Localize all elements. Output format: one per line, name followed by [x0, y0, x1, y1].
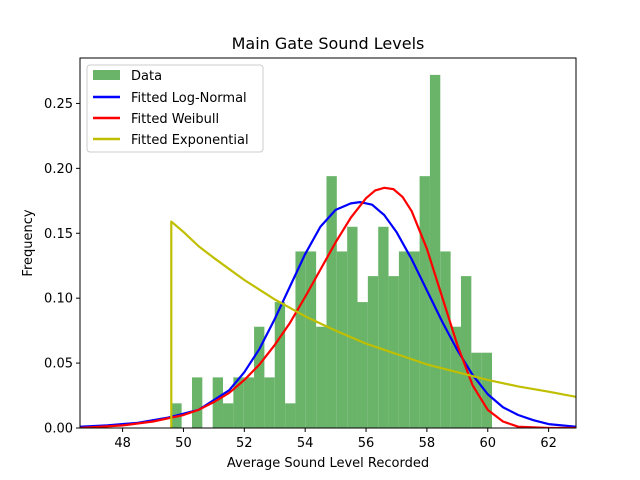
histogram-bar [450, 326, 461, 428]
fitted-curves [80, 186, 576, 428]
legend-label-exponential: Fitted Exponential [131, 133, 249, 148]
y-tick-label: 0.10 [44, 292, 73, 307]
y-axis-label: Frequency [21, 209, 36, 276]
histogram-bar [336, 251, 348, 428]
histogram-bars [171, 74, 493, 428]
x-tick-label: 52 [236, 436, 253, 451]
legend-label-weibull: Fitted Weibull [131, 112, 219, 127]
histogram-bar [223, 403, 234, 428]
histogram-bar [233, 377, 244, 428]
histogram-bar [316, 326, 327, 428]
x-tick-label: 60 [479, 436, 496, 451]
histogram-bar [357, 302, 368, 428]
legend: Data Fitted Log-Normal Fitted Weibull Fi… [86, 64, 264, 153]
y-tick-label: 0.05 [44, 357, 73, 372]
histogram-bar [295, 251, 306, 428]
histogram-bar [367, 276, 379, 428]
histogram-bar [460, 276, 472, 428]
histogram-bar [326, 176, 337, 428]
legend-label-lognormal: Fitted Log-Normal [131, 91, 247, 106]
legend-label-data: Data [131, 69, 162, 84]
x-tick-label: 54 [297, 436, 314, 451]
legend-swatch-data [93, 70, 120, 80]
histogram-bar [274, 302, 286, 428]
axes-frame [79, 57, 577, 429]
weibull-curve [80, 186, 576, 428]
x-tick-label: 48 [114, 436, 131, 451]
histogram-bar [481, 352, 493, 428]
x-tick-label: 56 [358, 436, 375, 451]
lognormal-curve [80, 201, 576, 428]
histogram-bar [191, 377, 203, 428]
histogram-bar [419, 176, 430, 428]
x-axis-label: Average Sound Level Recorded [227, 456, 429, 471]
x-tick-label: 58 [419, 436, 436, 451]
histogram-bar [243, 377, 255, 428]
histogram-bar [429, 74, 441, 428]
y-axis: 0.00 0.05 0.10 0.15 0.20 0.25 [44, 97, 80, 437]
histogram-bar [398, 251, 410, 428]
chart-title: Main Gate Sound Levels [232, 34, 425, 53]
plot-area [79, 57, 577, 429]
y-tick-label: 0.00 [44, 422, 73, 437]
y-tick-label: 0.20 [44, 162, 73, 177]
histogram-bar [347, 226, 358, 428]
y-tick-label: 0.15 [44, 227, 73, 242]
y-tick-label: 0.25 [44, 97, 73, 112]
x-tick-label: 50 [175, 436, 192, 451]
exponential-curve [170, 220, 576, 428]
x-tick-label: 62 [540, 436, 557, 451]
histogram-bar [212, 377, 224, 428]
histogram-bar [285, 403, 296, 428]
legend-box [86, 64, 264, 153]
histogram-bar [264, 377, 275, 428]
histogram-bar [409, 251, 420, 428]
histogram-bar [254, 326, 265, 428]
x-axis: 48 50 52 54 56 58 60 62 [114, 428, 557, 451]
histogram-bar [440, 251, 451, 428]
histogram-bar [305, 251, 317, 428]
histogram-bar [378, 226, 389, 428]
